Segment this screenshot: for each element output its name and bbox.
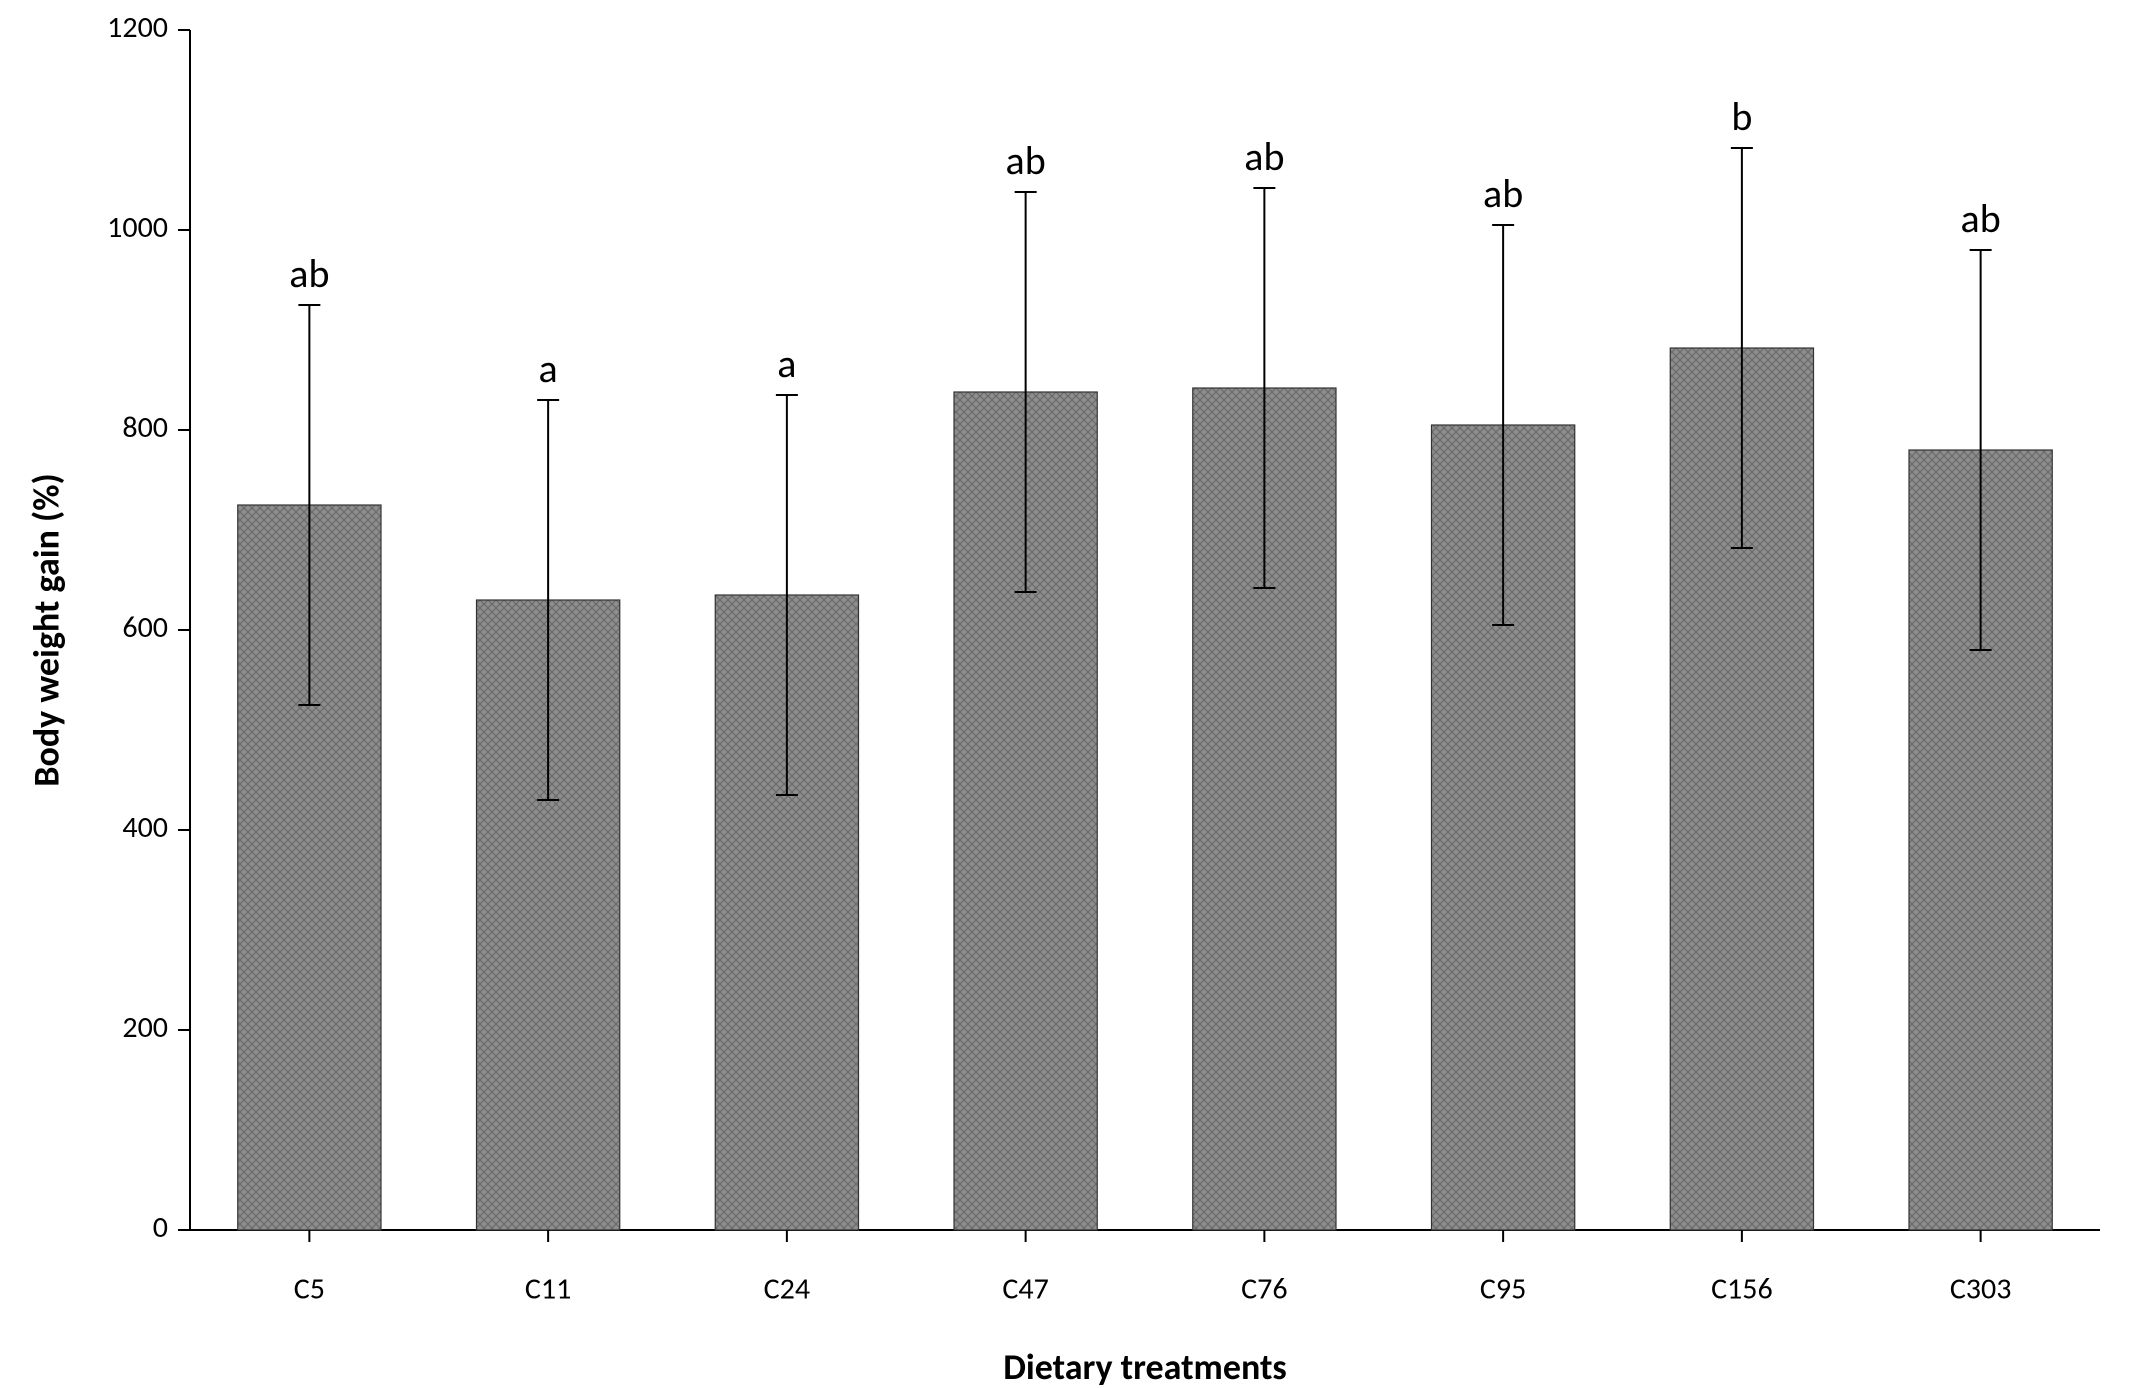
significance-label: ab	[1006, 136, 1046, 185]
y-tick-label: 0	[153, 1209, 168, 1246]
y-tick-label: 800	[122, 409, 168, 446]
x-tick-label: C11	[525, 1270, 571, 1307]
significance-label: a	[777, 339, 796, 388]
significance-label: ab	[1961, 194, 2001, 243]
x-tick-label: C5	[294, 1270, 325, 1307]
x-tick-label: C303	[1950, 1270, 2012, 1307]
y-tick-label: 1200	[107, 9, 168, 46]
bar-chart: 0 200 400 600 800 1000 1200 Body weight gain (%…	[0, 0, 2129, 1388]
significance-label: ab	[289, 249, 329, 298]
y-tick-label: 200	[122, 1009, 168, 1046]
x-tick-label: C156	[1711, 1270, 1773, 1307]
x-axis-label: Dietary treatments	[1003, 1345, 1287, 1388]
significance-label: ab	[1483, 169, 1523, 218]
x-tick-label: C95	[1480, 1270, 1526, 1307]
x-tick-label: C76	[1241, 1270, 1287, 1307]
significance-label: ab	[1244, 132, 1284, 181]
significance-label: a	[539, 344, 558, 393]
chart-svg: 0 200 400 600 800 1000 1200 Body weight gain (%…	[0, 0, 2129, 1388]
y-tick-label: 1000	[107, 209, 168, 246]
x-tick-label: C47	[1002, 1270, 1048, 1307]
x-tick-label: C24	[764, 1270, 810, 1307]
significance-label: b	[1731, 92, 1752, 141]
y-tick-label: 600	[122, 609, 168, 646]
y-axis-label: Body weight gain (%)	[25, 473, 69, 786]
y-tick-label: 400	[122, 809, 168, 846]
